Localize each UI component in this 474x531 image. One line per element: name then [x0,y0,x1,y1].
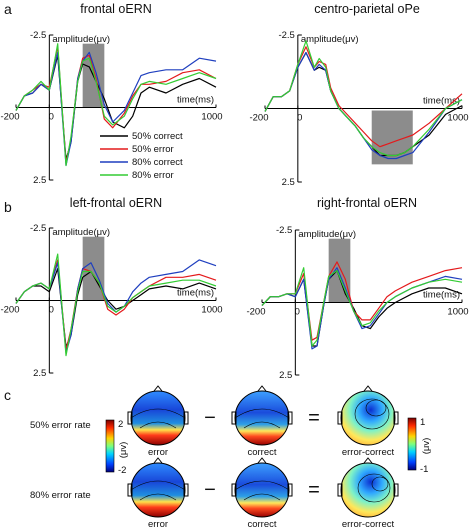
x-tick-label-0-centro-parietal: 0 [297,113,302,124]
x-tick-label-1000-frontal: 1000 [201,112,222,123]
trace-50-correct-left-frontal [15,268,217,348]
colorbar-left-top: 2 [118,419,123,430]
x-tick-label-neg200-right-frontal: -200 [246,307,265,318]
chart-left-frontal: left-frontal oERN -2.5 2.5 amplitude(μv) -20… [0,196,222,379]
x-tick-label-neg200-frontal: -200 [0,112,19,123]
legend: 50% correct 50% error 80% correct 80% er… [100,131,183,181]
trace-80-correct-right-frontal [261,267,463,350]
erp-charts: frontal oERN -2.5 2.5 amplitude(μv) -200 0 100… [0,2,468,381]
y-axis-label-centro-parietal: amplitude(μv) [301,34,359,45]
x-tick-label-1000-centro-parietal: 1000 [447,113,468,124]
legend-label-80-correct: 80% correct [132,157,183,168]
x-axis-label-frontal: time(ms) [177,95,214,106]
chart-title-centro-parietal: centro-parietal oPe [314,2,420,16]
trace-80-error-frontal [15,43,217,167]
x-axis-label-right-frontal: time(ms) [423,290,460,301]
x-tick-label-0-left-frontal: 0 [49,305,54,316]
chart-right-frontal: right-frontal oERN -2.5 2.5 amplitude(μv) -2… [246,196,468,381]
x-tick-label-neg200-centro-parietal: -200 [249,113,268,124]
topomap-50-correct [231,385,293,446]
trace-50-error-left-frontal [15,259,217,351]
y-tick-label-top-left-frontal: -2.5 [30,223,46,234]
chart-title-right-frontal: right-frontal oERN [317,196,417,210]
equals-operator-50: = [308,407,320,429]
y-tick-label-top-centro-parietal: -2.5 [278,30,294,41]
colorbar-right-unit: (μv) [421,438,432,455]
topomap-80-correct [231,457,293,518]
row-label-80: 80% error rate [30,490,91,501]
colorbar-left-unit: (μv) [118,442,129,459]
trace-80-error-centro-parietal [264,40,463,157]
topomap-50-error [127,385,189,446]
x-tick-label-1000-right-frontal: 1000 [447,307,468,318]
caption-error-50: error [148,447,168,458]
panel-letter-b: b [4,199,12,215]
colorbar-right [407,417,417,471]
caption-correct-80: correct [247,519,276,530]
x-tick-label-0-frontal: 0 [49,112,54,123]
colorbar-right-bottom: -1 [420,464,428,475]
y-axis-label-left-frontal: amplitude(μv) [52,227,110,238]
topomap-50-difference [337,385,399,446]
y-tick-label-bottom-centro-parietal: 2.5 [282,177,295,188]
x-axis-label-left-frontal: time(ms) [177,288,214,299]
chart-title-left-frontal: left-frontal oERN [70,196,162,210]
caption-correct-50: correct [247,447,276,458]
legend-label-50-error: 50% error [132,144,174,155]
chart-title-frontal: frontal oERN [80,2,152,16]
topomap-80-difference [337,457,399,518]
y-tick-label-bottom-left-frontal: 2.5 [33,368,46,379]
y-tick-label-top-frontal: -2.5 [30,30,46,41]
caption-diff-50: error-correct [342,447,395,458]
chart-frontal: frontal oERN -2.5 2.5 amplitude(μv) -200 0 100… [0,2,222,186]
minus-operator-50: − [204,407,216,429]
equals-operator-80: = [308,479,320,501]
legend-label-50-correct: 50% correct [132,131,183,142]
y-tick-label-bottom-frontal: 2.5 [33,175,46,186]
y-tick-label-top-right-frontal: -2.5 [276,225,292,236]
colorbar-right-top: 1 [420,417,425,428]
legend-label-80-error: 80% error [132,170,174,181]
y-axis-label-right-frontal: amplitude(μv) [298,229,356,240]
x-tick-label-neg200-left-frontal: -200 [0,305,19,316]
x-axis-label-centro-parietal: time(ms) [423,96,460,107]
caption-error-80: error [148,519,168,530]
y-axis-label-frontal: amplitude(μv) [52,34,110,45]
trace-80-error-left-frontal [15,253,217,357]
trace-80-error-right-frontal [261,267,463,347]
y-tick-label-bottom-right-frontal: 2.5 [279,370,292,381]
topomap-panel: 50% error rate 80% error rate error − co… [30,385,432,530]
chart-centro-parietal: centro-parietal oPe -2.5 2.5 amplitude(μv) -… [249,2,468,188]
colorbar-left-bottom: -2 [118,465,126,476]
panel-letter-a: a [4,1,12,17]
panel-letter-c: c [4,387,11,403]
trace-80-correct-left-frontal [15,259,217,354]
colorbar-left [105,419,115,473]
topomap-80-error [127,457,189,518]
caption-diff-80: error-correct [342,519,395,530]
minus-operator-80: − [204,479,216,501]
trace-80-correct-frontal [15,51,217,167]
row-label-50: 50% error rate [30,420,91,431]
x-tick-label-1000-left-frontal: 1000 [201,305,222,316]
x-tick-label-0-right-frontal: 0 [295,307,300,318]
